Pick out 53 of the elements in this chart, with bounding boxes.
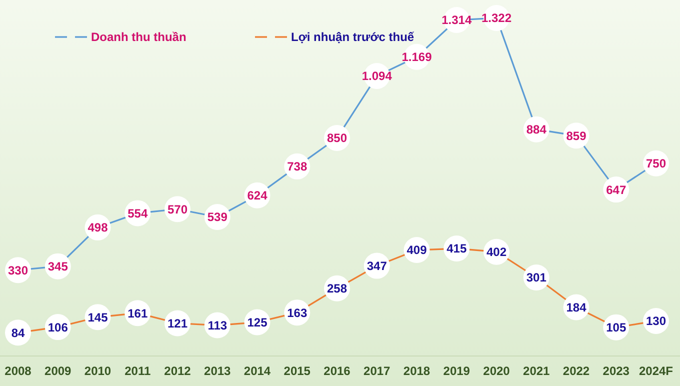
data-label: 184: [566, 300, 587, 314]
x-tick-label: 2017: [364, 364, 391, 378]
data-label: 301: [526, 270, 547, 285]
x-tick-label: 2010: [84, 364, 112, 378]
data-label: 415: [446, 242, 467, 256]
data-label: 850: [326, 131, 348, 146]
data-label: 258: [326, 282, 348, 296]
x-tick-label: 2023: [602, 364, 630, 378]
data-label: 750: [646, 156, 666, 171]
data-label: 84: [11, 326, 25, 340]
legend-label: Doanh thu thuần: [91, 30, 186, 44]
data-label: 554: [128, 206, 148, 220]
data-label: 1.094: [362, 69, 392, 84]
x-tick-label: 2021: [523, 364, 550, 378]
data-label: 1.314: [442, 13, 472, 28]
x-tick-label: 2022: [562, 364, 590, 378]
data-label: 105: [606, 320, 626, 335]
legend-label: Lợi nhuận trước thuế: [291, 30, 414, 44]
x-tick-label: 2014: [244, 364, 271, 378]
x-tick-label: 2016: [324, 364, 351, 378]
x-tick-label: 2008: [4, 364, 32, 378]
data-label: 106: [48, 320, 68, 334]
x-tick-label: 2009: [44, 364, 72, 378]
x-tick-label: 2019: [443, 364, 470, 378]
x-tick-label: 2020: [483, 364, 510, 378]
x-tick-label: 2013: [204, 364, 232, 378]
data-label: 884: [526, 122, 547, 137]
data-label: 409: [406, 243, 428, 258]
data-label: 121: [167, 316, 188, 330]
data-label: 859: [566, 128, 587, 143]
x-tick-label: 2018: [403, 364, 430, 378]
data-label: 738: [287, 160, 308, 174]
data-label: 345: [48, 260, 68, 274]
x-tick-label: 2011: [124, 364, 151, 378]
data-label: 539: [207, 210, 228, 224]
data-label: 1.322: [481, 11, 512, 26]
x-tick-label: 2024F: [638, 364, 674, 378]
data-label: 347: [366, 259, 388, 274]
data-label: 330: [8, 263, 28, 278]
data-label: 161: [128, 306, 148, 320]
data-label: 402: [486, 245, 507, 260]
data-label: 647: [606, 182, 626, 197]
x-tick-label: 2015: [284, 364, 311, 378]
data-label: 125: [247, 315, 268, 330]
data-label: 624: [247, 188, 268, 203]
data-label: 130: [646, 314, 666, 328]
data-label: 1.169: [402, 50, 432, 64]
data-label: 163: [287, 306, 308, 320]
data-label: 145: [88, 310, 108, 324]
data-label: 113: [208, 318, 228, 332]
data-label: 570: [167, 202, 188, 216]
data-label: 498: [88, 220, 108, 235]
x-tick-label: 2012: [164, 364, 192, 378]
